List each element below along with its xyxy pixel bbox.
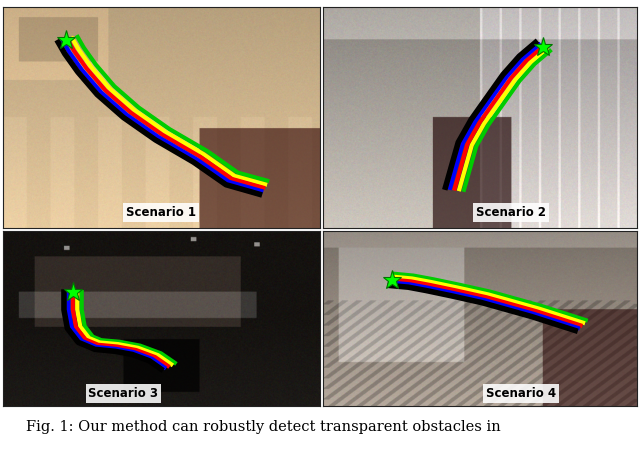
Text: Scenario 2: Scenario 2 [476,207,546,219]
Text: Scenario 4: Scenario 4 [486,387,556,400]
Text: Scenario 3: Scenario 3 [88,387,159,400]
Text: Scenario 1: Scenario 1 [127,207,196,219]
Text: Fig. 1: Our method can robustly detect transparent obstacles in: Fig. 1: Our method can robustly detect t… [26,420,500,434]
